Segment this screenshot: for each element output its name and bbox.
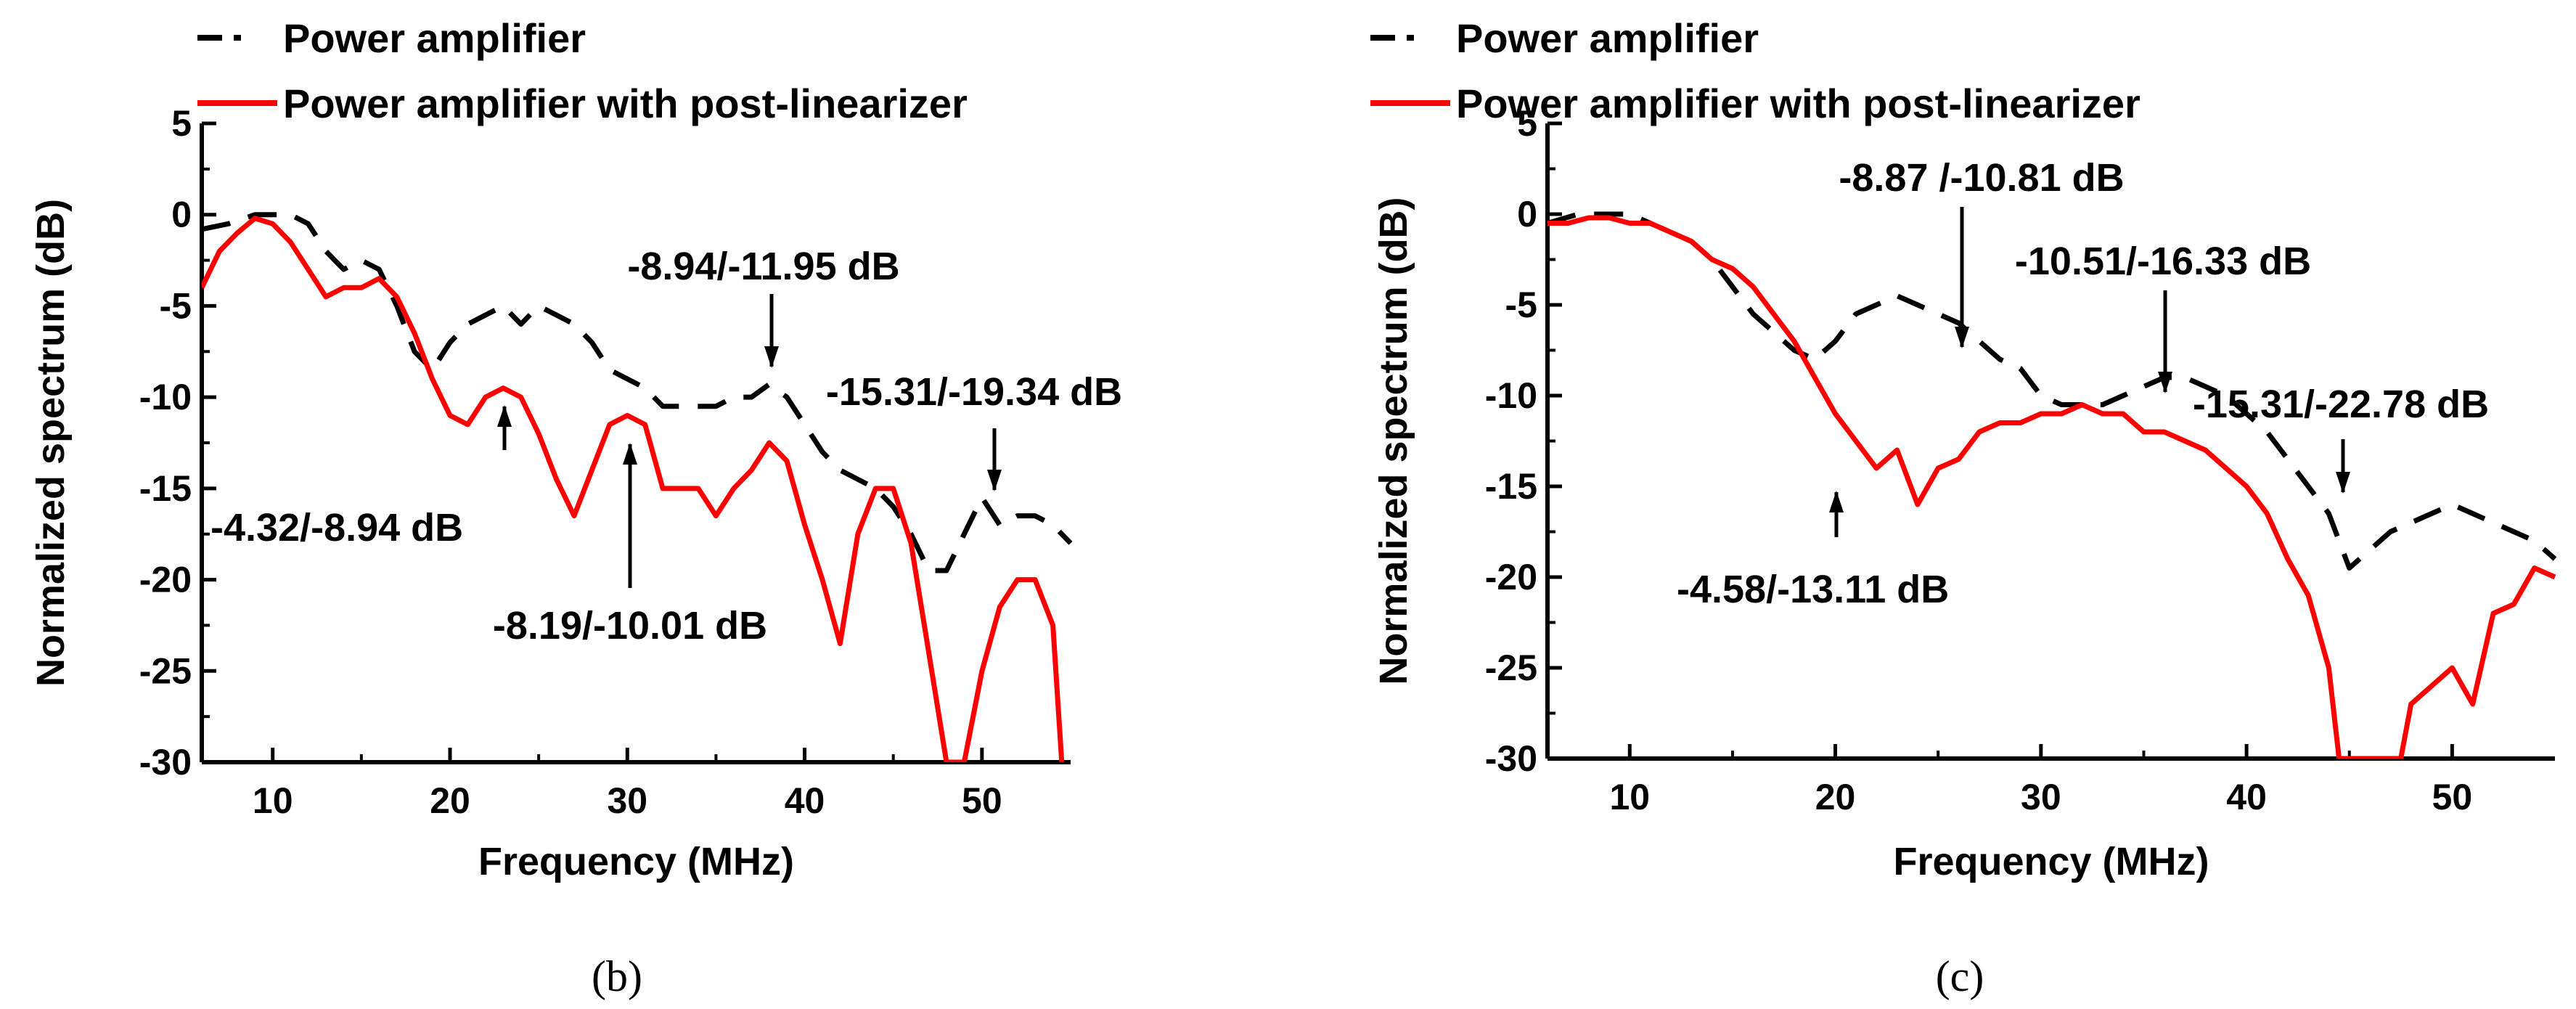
- series-line-post-linearizer: [202, 216, 1065, 762]
- y-tick-label: -20: [139, 560, 192, 600]
- series-line-power-amplifier: [1547, 211, 2557, 571]
- y-tick-label: 5: [171, 103, 192, 144]
- annotation-label: -8.94/-11.95 dB: [627, 245, 899, 288]
- y-axis-title: Normalized spectrum (dB): [29, 199, 73, 687]
- y-tick-label: -25: [139, 650, 192, 691]
- legend-label-power-amplifier: Power amplifier: [1456, 15, 1759, 61]
- panel-label: (b): [592, 952, 642, 1000]
- annotation-label: -15.31/-19.34 dB: [826, 370, 1122, 414]
- x-tick-label: 40: [2226, 777, 2267, 817]
- y-tick-label: -15: [1485, 466, 1537, 507]
- panel-label: (c): [1936, 952, 1984, 1000]
- y-tick-label: -10: [1485, 375, 1537, 416]
- annotation-arrow-head: [764, 346, 779, 368]
- annotation-label: -8.19/-10.01 dB: [493, 604, 767, 648]
- x-tick-label: 30: [2021, 777, 2061, 817]
- annotation-arrow-head: [1955, 327, 1969, 348]
- annotation-arrow-head: [987, 470, 1002, 491]
- annotation-label: -8.87 /-10.81 dB: [1839, 156, 2124, 200]
- x-axis-title: Frequency (MHz): [1893, 840, 2209, 883]
- annotation-arrow-head: [1829, 491, 1844, 512]
- annotation-arrow-head: [2158, 372, 2172, 393]
- x-tick-label: 10: [253, 780, 293, 821]
- y-tick-label: -10: [139, 377, 192, 417]
- x-tick-label: 20: [1815, 777, 1856, 817]
- series-line-post-linearizer: [1547, 215, 2556, 759]
- y-tick-label: -5: [160, 285, 192, 326]
- y-axis-title: Normalized spectrum (dB): [1372, 197, 1415, 685]
- x-tick-label: 30: [607, 780, 647, 821]
- annotation-label: -4.32/-8.94 dB: [210, 506, 463, 550]
- annotation-label: -10.51/-16.33 dB: [2015, 240, 2311, 283]
- y-tick-label: 0: [1517, 194, 1537, 234]
- y-tick-label: 5: [1517, 103, 1537, 144]
- y-tick-label: -30: [1485, 738, 1537, 779]
- annotation-arrow-head: [623, 443, 637, 465]
- y-tick-label: -5: [1505, 285, 1537, 325]
- legend-label-post-linearizer: Power amplifier with post-linearizer: [283, 81, 968, 126]
- y-tick-label: 0: [171, 195, 192, 235]
- annotation-arrow-head: [497, 405, 512, 427]
- y-tick-label: -25: [1485, 648, 1537, 688]
- x-tick-label: 10: [1609, 777, 1650, 817]
- y-tick-label: -20: [1485, 557, 1537, 597]
- annotation-label: -15.31/-22.78 dB: [2193, 383, 2489, 426]
- x-tick-label: 20: [430, 780, 470, 821]
- x-tick-label: 50: [2432, 777, 2473, 817]
- legend-label-power-amplifier: Power amplifier: [283, 15, 586, 61]
- legend-label-post-linearizer: Power amplifier with post-linearizer: [1456, 81, 2140, 126]
- y-tick-label: -30: [139, 742, 192, 783]
- annotation-label: -4.58/-13.11 dB: [1677, 568, 1949, 611]
- annotation-arrow-head: [2336, 472, 2350, 494]
- x-tick-label: 50: [962, 780, 1002, 821]
- y-tick-label: -15: [139, 468, 192, 509]
- x-axis-title: Frequency (MHz): [478, 840, 794, 883]
- x-tick-label: 40: [785, 780, 825, 821]
